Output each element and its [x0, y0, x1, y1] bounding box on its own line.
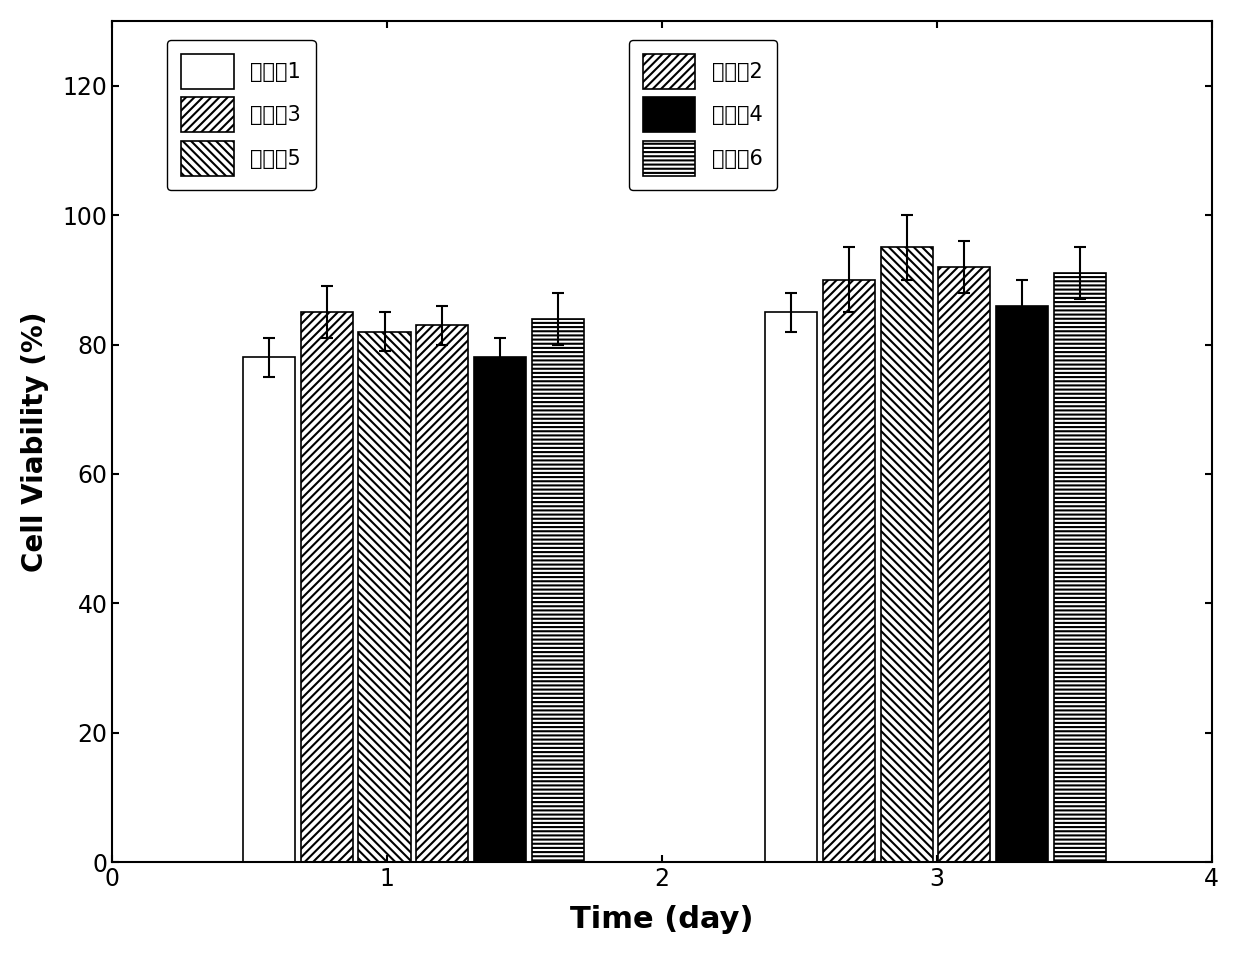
- Legend: 实施例2, 实施例4, 实施例6: 实施例2, 实施例4, 实施例6: [629, 40, 777, 190]
- Bar: [765, 312, 817, 862]
- Bar: [474, 357, 526, 862]
- Y-axis label: Cell Viability (%): Cell Viability (%): [21, 311, 48, 572]
- Bar: [243, 357, 295, 862]
- X-axis label: Time (day): Time (day): [570, 905, 754, 934]
- Bar: [939, 266, 991, 862]
- Bar: [532, 319, 584, 862]
- Bar: [823, 280, 875, 862]
- Bar: [1054, 273, 1106, 862]
- Bar: [300, 312, 353, 862]
- Bar: [880, 247, 932, 862]
- Bar: [417, 325, 469, 862]
- Bar: [358, 331, 410, 862]
- Bar: [996, 306, 1048, 862]
